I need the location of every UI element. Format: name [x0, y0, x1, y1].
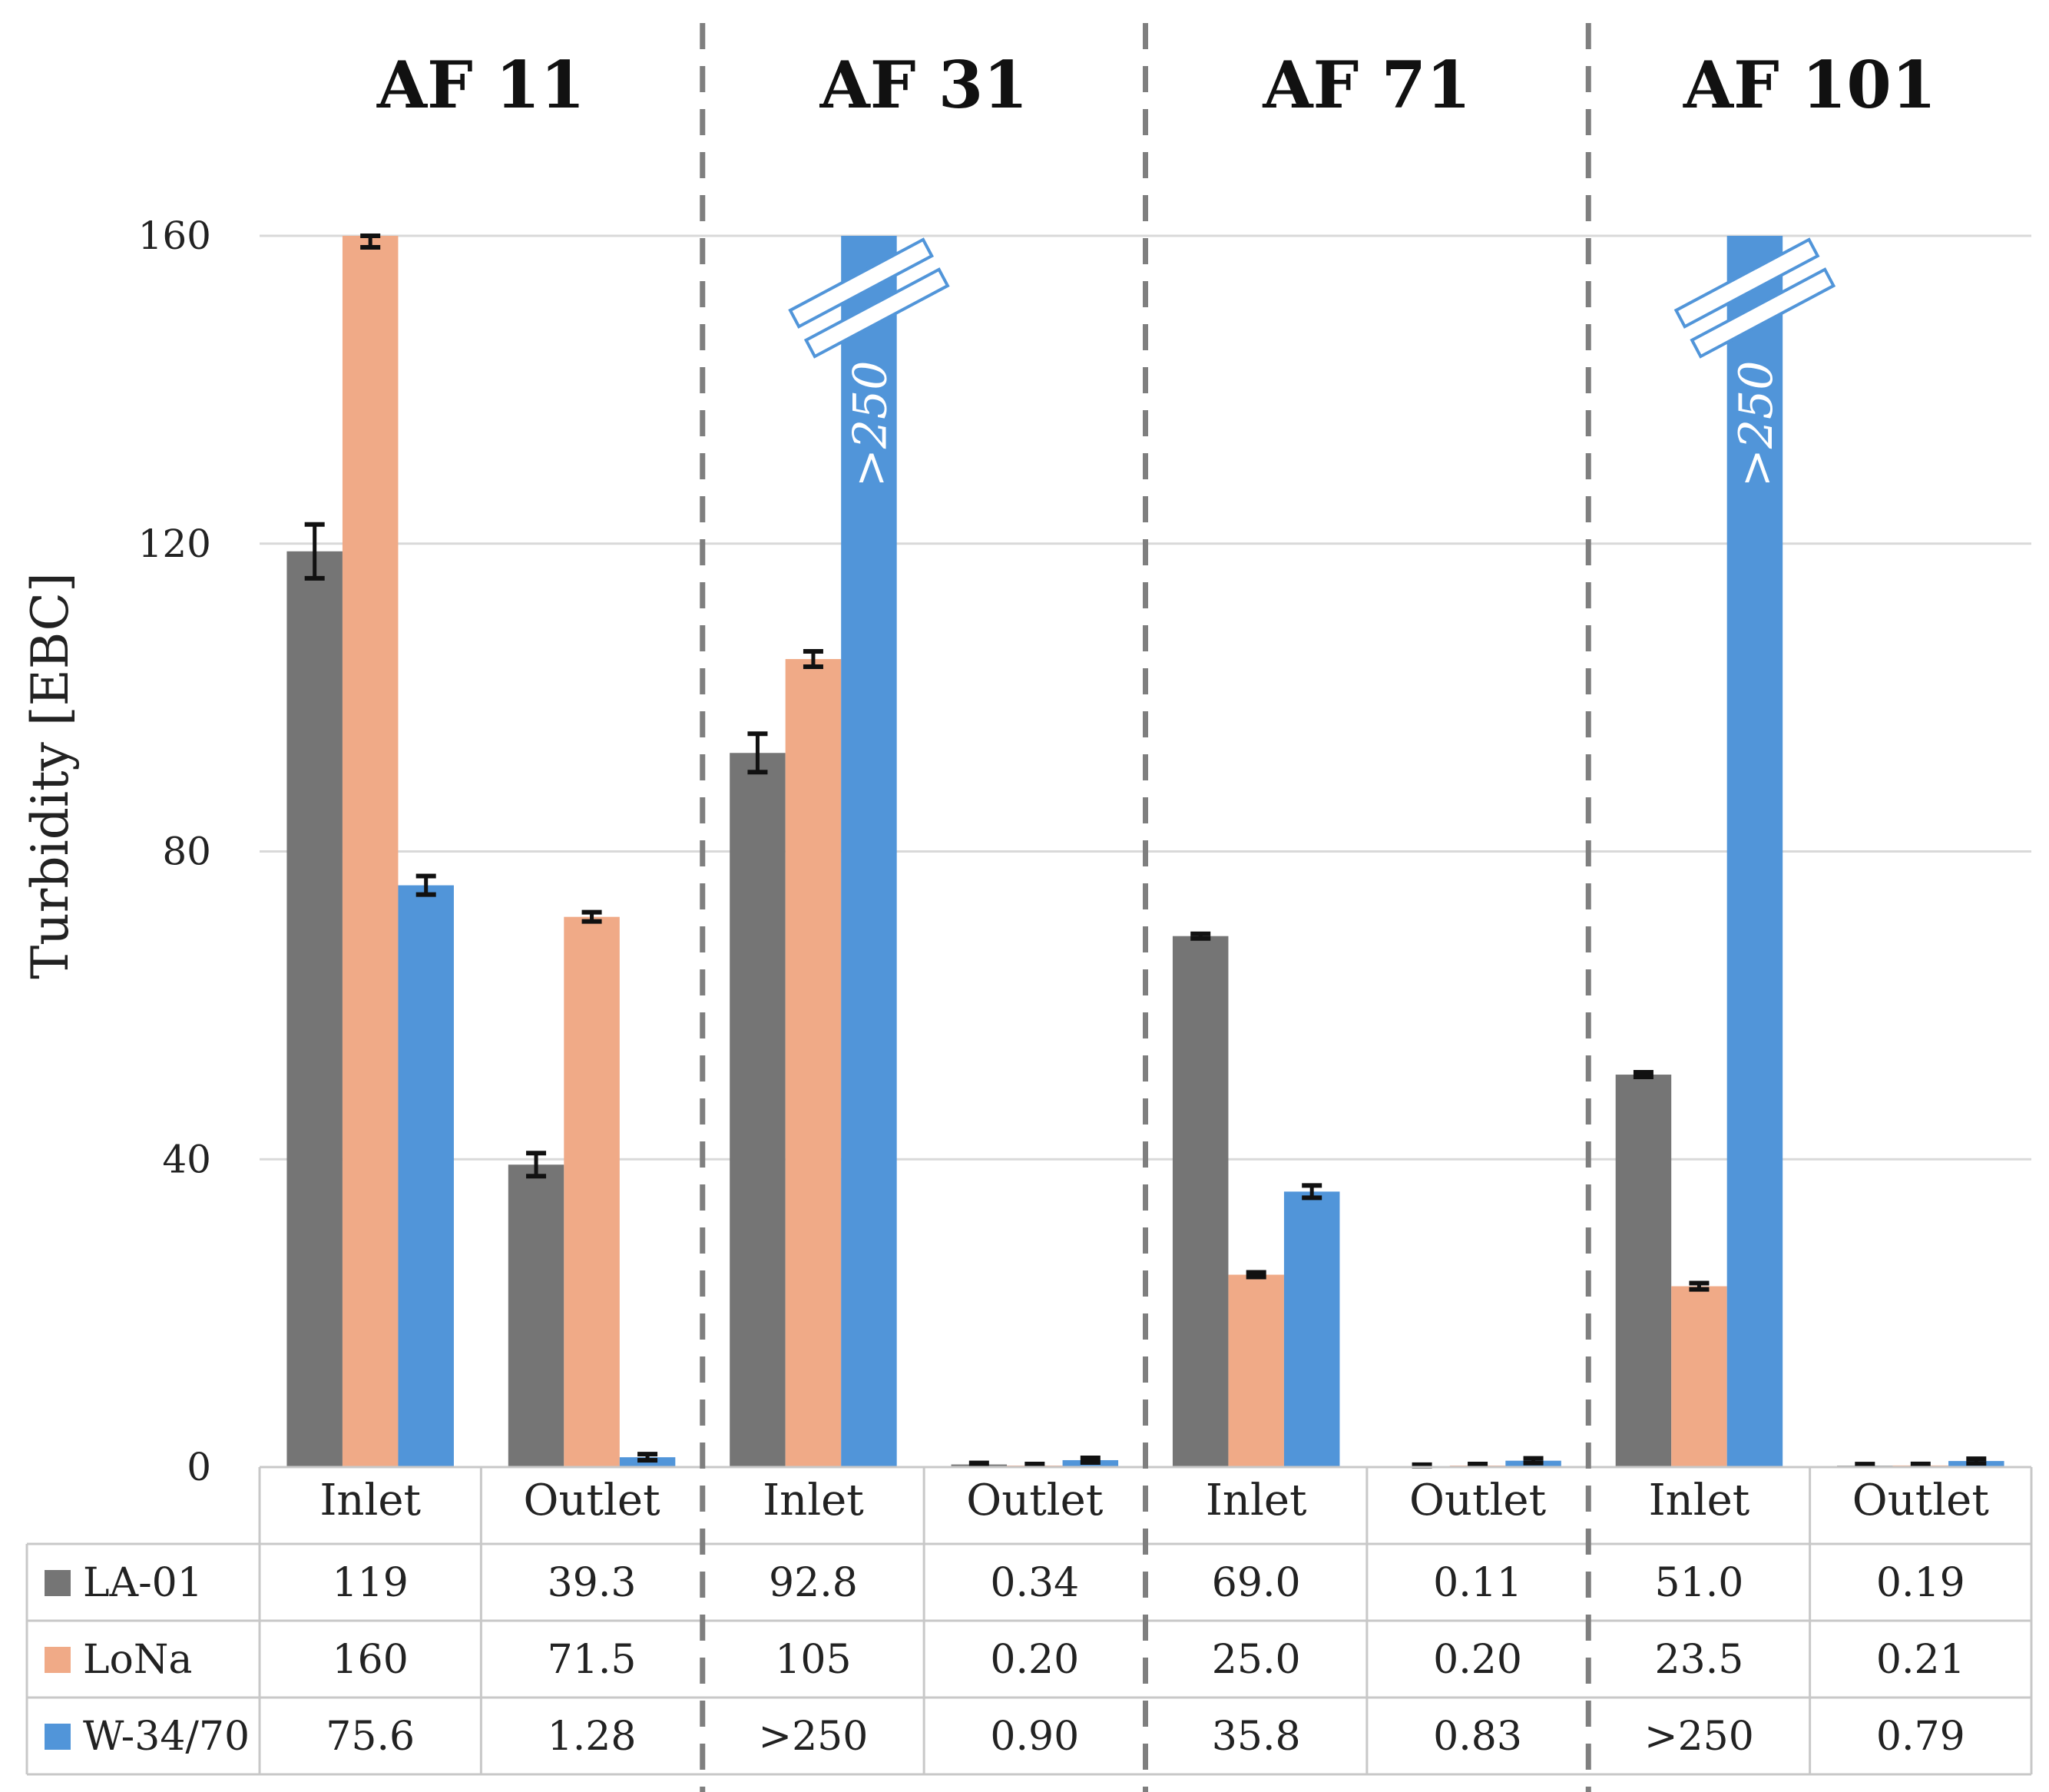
- error-cap: [968, 1460, 989, 1467]
- error-cap: [1024, 1461, 1045, 1468]
- data-label: 160: [333, 1637, 409, 1683]
- data-label: 71.5: [548, 1637, 637, 1683]
- bar-la-01: [286, 551, 343, 1467]
- data-label: 0.11: [1433, 1560, 1522, 1606]
- bar-lona: [1228, 1274, 1284, 1467]
- series-name: W-34/70: [83, 1714, 250, 1760]
- data-label: 105: [775, 1637, 851, 1683]
- category-label: Outlet: [1852, 1476, 1990, 1525]
- category-label: Outlet: [966, 1476, 1104, 1525]
- data-label: 1.28: [548, 1714, 637, 1760]
- y-tick-label: 120: [138, 522, 211, 566]
- group-title: AF 101: [1683, 47, 1936, 123]
- group-title: AF 31: [819, 47, 1028, 123]
- axis-break-icon: [788, 237, 950, 359]
- y-axis-label: Turbidity [EBC]: [21, 572, 80, 979]
- bar-la-01: [1172, 936, 1229, 1467]
- data-label: 39.3: [548, 1560, 637, 1606]
- bar-w-34-70: [398, 885, 454, 1467]
- bar-la-01: [730, 753, 786, 1467]
- data-label: 75.6: [326, 1714, 415, 1760]
- axis-break-stripe: [803, 267, 950, 359]
- legend-swatch: [45, 1647, 71, 1673]
- category-label: Inlet: [1649, 1476, 1750, 1525]
- data-label: 92.8: [769, 1560, 858, 1606]
- data-label: 25.0: [1212, 1637, 1301, 1683]
- group-title: AF 71: [1262, 47, 1471, 123]
- data-table: [25, 1466, 2033, 1776]
- axis-breaks: [788, 237, 1836, 359]
- bar-la-01: [508, 1164, 564, 1467]
- data-label: 0.20: [1433, 1637, 1522, 1683]
- error-cap: [1468, 1461, 1488, 1468]
- legend-swatch: [45, 1724, 71, 1750]
- axis-break-stripe: [1673, 237, 1820, 329]
- bar-la-01: [1615, 1075, 1672, 1467]
- bar-w-34-70: [1726, 236, 1783, 1467]
- data-label: 0.20: [990, 1637, 1079, 1683]
- data-label: 51.0: [1655, 1560, 1744, 1606]
- y-tick-label: 40: [162, 1137, 211, 1181]
- category-label: Outlet: [524, 1476, 661, 1525]
- y-tick-label: 0: [187, 1445, 211, 1489]
- error-cap: [1910, 1461, 1931, 1468]
- data-label: 69.0: [1212, 1560, 1301, 1606]
- axis-break-stripe: [1690, 267, 1836, 359]
- data-label: 0.21: [1876, 1637, 1965, 1683]
- series-name: LoNa: [83, 1637, 192, 1683]
- data-label: 0.19: [1876, 1560, 1965, 1606]
- data-label: 0.79: [1876, 1714, 1965, 1760]
- bar-lona: [1671, 1286, 1727, 1467]
- data-label: 0.34: [990, 1560, 1079, 1606]
- category-label: Inlet: [763, 1476, 864, 1525]
- axis-break-icon: [1673, 237, 1836, 359]
- bar-lona: [342, 236, 399, 1467]
- category-label: Inlet: [319, 1476, 421, 1525]
- data-label: 0.83: [1433, 1714, 1522, 1760]
- data-label: 35.8: [1212, 1714, 1301, 1760]
- legend-swatch: [45, 1570, 71, 1596]
- series-name: LA-01: [83, 1560, 203, 1606]
- chart-text: 0 40 80 120 160 Turbidity [EBC] >250 >250 AF 11 A…: [21, 47, 1989, 1760]
- bar-w-34-70: [841, 236, 897, 1467]
- bar-overflow-label: >250: [843, 361, 897, 488]
- data-label: 119: [333, 1560, 409, 1606]
- group-title: AF 11: [376, 47, 585, 123]
- bar-w-34-70: [1283, 1191, 1340, 1467]
- bar-lona: [785, 659, 842, 1467]
- data-label: >250: [759, 1714, 869, 1760]
- data-label: 0.90: [990, 1714, 1079, 1760]
- group-separators: [700, 23, 1591, 1792]
- error-bars: [304, 234, 1987, 1469]
- y-tick-label: 160: [138, 214, 211, 258]
- y-tick-label: 80: [162, 830, 211, 874]
- axis-break-stripe: [788, 237, 934, 329]
- error-cap: [1855, 1462, 1875, 1469]
- category-label: Outlet: [1409, 1476, 1547, 1525]
- data-label: >250: [1644, 1714, 1754, 1760]
- bars: [286, 236, 2004, 1467]
- bar-lona: [564, 916, 620, 1467]
- data-label: 23.5: [1655, 1637, 1744, 1683]
- error-cap: [1412, 1462, 1432, 1469]
- category-label: Inlet: [1206, 1476, 1307, 1525]
- bar-overflow-label: >250: [1730, 361, 1783, 488]
